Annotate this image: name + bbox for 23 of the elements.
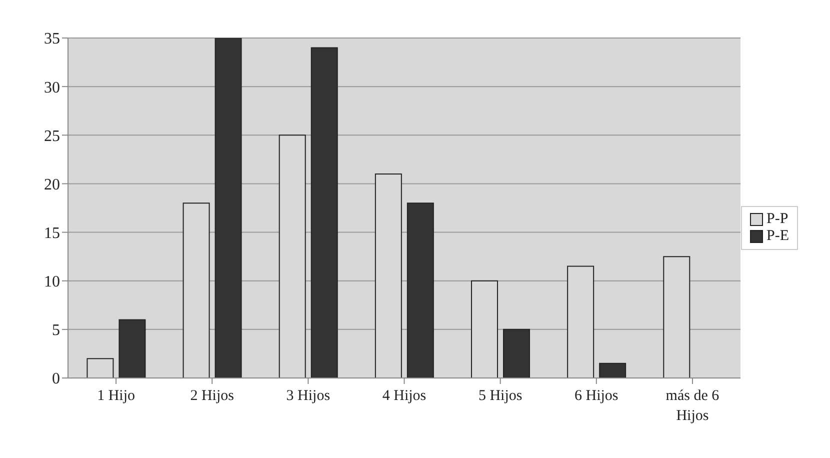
y-tick-label: 35 — [44, 30, 60, 48]
x-tick-label: 6 Hijos — [574, 388, 618, 404]
y-tick-label: 10 — [44, 274, 60, 291]
x-tick-label: 1 Hijo — [97, 388, 135, 404]
bar — [118, 319, 146, 378]
y-tick-label: 30 — [44, 79, 60, 96]
bar — [599, 362, 626, 378]
y-tick-label: 5 — [52, 322, 60, 340]
y-tick-label: 15 — [44, 224, 60, 242]
bar — [214, 38, 242, 378]
x-tick-label: más de 6 Hijos — [666, 388, 720, 424]
bar — [503, 328, 530, 378]
legend-label: P-E — [766, 228, 789, 245]
x-tick-label: 5 Hijos — [478, 388, 522, 404]
y-tick-label: 0 — [52, 370, 60, 388]
x-tick-label: 4 Hijos — [382, 388, 426, 404]
bar — [406, 202, 434, 378]
y-tick-label: 25 — [44, 128, 60, 145]
y-tick-label: 20 — [44, 176, 60, 194]
legend-label: P-P — [766, 211, 788, 228]
x-tick-label: 2 Hijos — [190, 388, 234, 404]
x-tick-label: 3 Hijos — [286, 388, 330, 404]
bar — [310, 47, 338, 378]
